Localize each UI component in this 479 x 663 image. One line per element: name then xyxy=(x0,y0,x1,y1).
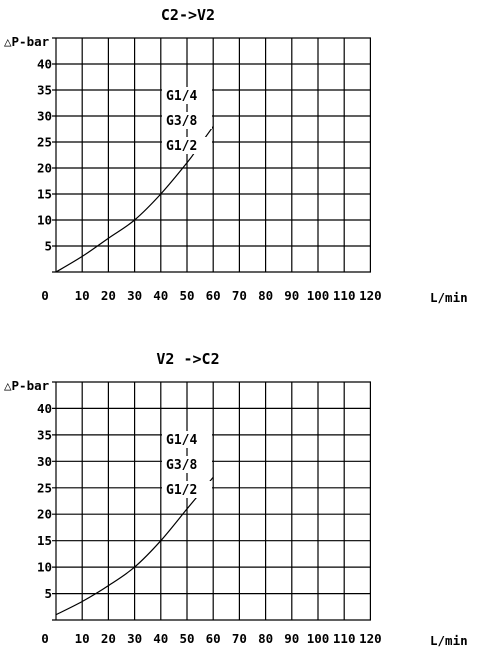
curve-label: G1/2 xyxy=(166,483,197,498)
x-tick-label: 20 xyxy=(101,631,116,646)
x-tick-label: 110 xyxy=(333,288,356,303)
y-tick-label: 15 xyxy=(37,533,52,548)
x-tick-label: 40 xyxy=(153,288,168,303)
chart-panel-2: V2 ->C2 △P-bar 5 10 15 20 25 30 35 40 0 10 20 30 40 50 6… xyxy=(4,350,468,648)
curve-label-bg xyxy=(162,112,212,129)
curve-label: G1/4 xyxy=(166,433,197,448)
y-tick-label: 15 xyxy=(37,187,52,202)
y-tick-label: 10 xyxy=(37,213,52,228)
y-tick-label: 25 xyxy=(37,480,52,495)
y-tick-label: 40 xyxy=(37,401,52,416)
x-tick-label: 80 xyxy=(258,288,273,303)
curve-label-bg xyxy=(162,87,212,104)
y-tick-label: 5 xyxy=(44,239,52,254)
x-tick-label: 10 xyxy=(75,288,90,303)
curve-label: G1/2 xyxy=(166,139,197,154)
curve-label-bg xyxy=(162,137,212,154)
y-tick-label: 35 xyxy=(37,83,52,98)
x-tick-label: 60 xyxy=(206,631,221,646)
y-tick-label: 20 xyxy=(37,507,52,522)
x-tick-label: 20 xyxy=(101,288,116,303)
curve-label: G3/8 xyxy=(166,458,197,473)
x-tick-label: 0 xyxy=(41,288,49,303)
y-axis-label: △P-bar xyxy=(4,34,50,49)
x-tick-label: 40 xyxy=(153,631,168,646)
y-axis-label: △P-bar xyxy=(4,378,50,393)
x-tick-label: 100 xyxy=(307,288,330,303)
y-tick-label: 30 xyxy=(37,109,52,124)
x-tick-label: 90 xyxy=(284,631,299,646)
x-tick-label: 30 xyxy=(127,288,142,303)
x-tick-label: 80 xyxy=(258,631,273,646)
y-tick-label: 25 xyxy=(37,135,52,150)
x-tick-label: 110 xyxy=(333,631,356,646)
x-axis-label: L/min xyxy=(430,290,468,305)
x-tick-label: 120 xyxy=(359,631,382,646)
chart-panel-1: C2->V2 △P-bar 5 10 15 20 25 30 35 40 0 10 20 30 40 50 60… xyxy=(4,6,468,305)
y-tick-label: 30 xyxy=(37,454,52,469)
x-tick-label: 50 xyxy=(179,288,194,303)
y-tick-label: 10 xyxy=(37,560,52,575)
curve-label: G1/4 xyxy=(166,89,197,104)
x-axis-label: L/min xyxy=(430,633,468,648)
x-tick-label: 10 xyxy=(75,631,90,646)
curve-label-bg xyxy=(162,481,212,498)
x-tick-label: 0 xyxy=(41,631,49,646)
y-tick-label: 40 xyxy=(37,57,52,72)
chart-title: V2 ->C2 xyxy=(156,350,219,368)
y-tick-label: 5 xyxy=(44,586,52,601)
curve-label-bg xyxy=(162,431,212,448)
chart-title: C2->V2 xyxy=(161,6,215,24)
curve-label: G3/8 xyxy=(166,114,197,129)
x-tick-label: 30 xyxy=(127,631,142,646)
x-tick-label: 90 xyxy=(284,288,299,303)
x-tick-label: 120 xyxy=(359,288,382,303)
curve-label-bg xyxy=(162,456,212,473)
x-tick-label: 60 xyxy=(206,288,221,303)
x-tick-label: 100 xyxy=(307,631,330,646)
y-tick-label: 20 xyxy=(37,161,52,176)
x-tick-label: 50 xyxy=(179,631,194,646)
y-tick-label: 35 xyxy=(37,427,52,442)
x-tick-label: 70 xyxy=(232,631,247,646)
x-tick-label: 70 xyxy=(232,288,247,303)
